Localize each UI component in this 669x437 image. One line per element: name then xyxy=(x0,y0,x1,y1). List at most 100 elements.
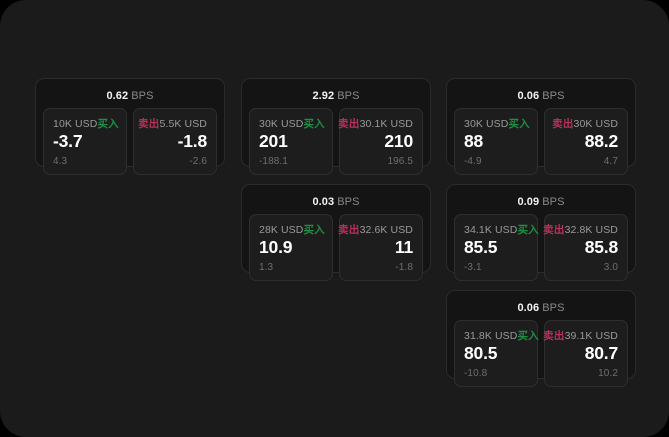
spread-card[interactable]: 0.06 BPS 30K USD 买入 88 -4.9 30K USD 卖出 xyxy=(446,78,636,175)
sell-price: 80.7 xyxy=(584,343,618,363)
buy-action-label: 买入 xyxy=(517,224,539,236)
buy-panel[interactable]: 10K USD 买入 -3.7 4.3 xyxy=(43,108,127,175)
bps-value: 0.62 xyxy=(106,90,129,102)
buy-action-label: 买入 xyxy=(303,224,325,236)
sell-panel-header: 30K USD 卖出 xyxy=(552,116,618,130)
sell-panel[interactable]: 32.6K USD 卖出 11 -1.8 xyxy=(338,214,423,281)
card-header: 2.92 BPS xyxy=(249,86,423,103)
sell-panel-header: 5.5K USD 卖出 xyxy=(138,116,207,130)
buy-action-label: 买入 xyxy=(97,118,119,130)
card-header: 0.62 BPS xyxy=(43,86,217,103)
card-sides: 30K USD 买入 88 -4.9 30K USD 卖出 88.2 4.7 xyxy=(454,108,628,175)
card-sides: 30K USD 买入 201 -188.1 30.1K USD 卖出 210 1… xyxy=(249,108,423,175)
buy-panel-header: 30K USD 买入 xyxy=(464,116,530,130)
sell-size-label: 32.6K USD xyxy=(359,224,413,236)
buy-price: 85.5 xyxy=(464,237,498,257)
buy-panel[interactable]: 31.8K USD 买入 80.5 -10.8 xyxy=(454,320,539,387)
bps-unit: BPS xyxy=(542,196,565,208)
buy-delta: 4.3 xyxy=(53,156,68,167)
sell-action-label: 卖出 xyxy=(552,118,574,130)
sell-panel[interactable]: 32.8K USD 卖出 85.8 3.0 xyxy=(543,214,628,281)
sell-size-label: 30.1K USD xyxy=(359,118,413,130)
buy-delta: 1.3 xyxy=(259,262,274,273)
spread-card[interactable]: 0.09 BPS 34.1K USD 买入 85.5 -3.1 32.8K USD… xyxy=(446,184,636,281)
buy-size-label: 30K USD xyxy=(464,118,509,130)
buy-panel-header: 10K USD 买入 xyxy=(53,116,119,130)
buy-delta: -3.1 xyxy=(464,262,482,273)
card-header: 0.09 BPS xyxy=(454,192,628,209)
buy-size-label: 30K USD xyxy=(259,118,304,130)
buy-delta: -188.1 xyxy=(259,156,288,167)
buy-delta: -4.9 xyxy=(464,156,482,167)
buy-price: 88 xyxy=(464,131,484,151)
bps-value: 0.03 xyxy=(312,196,335,208)
bps-value: 2.92 xyxy=(312,90,335,102)
card-header: 0.06 BPS xyxy=(454,86,628,103)
spread-card[interactable]: 0.06 BPS 31.8K USD 买入 80.5 -10.8 39.1K US… xyxy=(446,290,636,387)
sell-price: 11 xyxy=(394,237,413,257)
spread-card[interactable]: 0.62 BPS 10K USD 买入 -3.7 4.3 5.5K USD 卖出 xyxy=(35,78,225,175)
sell-delta: 4.7 xyxy=(603,156,618,167)
sell-panel[interactable]: 30.1K USD 卖出 210 196.5 xyxy=(338,108,423,175)
sell-panel[interactable]: 39.1K USD 卖出 80.7 10.2 xyxy=(543,320,628,387)
buy-size-label: 28K USD xyxy=(259,224,304,236)
buy-size-label: 34.1K USD xyxy=(464,224,518,236)
sell-size-label: 5.5K USD xyxy=(159,118,207,130)
card-sides: 31.8K USD 买入 80.5 -10.8 39.1K USD 卖出 80.… xyxy=(454,320,628,387)
sell-action-label: 卖出 xyxy=(338,118,360,130)
card-header: 0.03 BPS xyxy=(249,192,423,209)
sell-delta: -1.8 xyxy=(395,262,413,273)
buy-action-label: 买入 xyxy=(508,118,530,130)
buy-panel[interactable]: 34.1K USD 买入 85.5 -3.1 xyxy=(454,214,539,281)
buy-price: 201 xyxy=(259,131,288,151)
buy-price: -3.7 xyxy=(53,131,83,151)
buy-size-label: 31.8K USD xyxy=(464,330,518,342)
sell-action-label: 卖出 xyxy=(338,224,360,236)
buy-panel[interactable]: 30K USD 买入 201 -188.1 xyxy=(249,108,333,175)
card-sides: 28K USD 买入 10.9 1.3 32.6K USD 卖出 11 -1.8 xyxy=(249,214,423,281)
sell-price: 210 xyxy=(384,131,413,151)
sell-panel-header: 30.1K USD 卖出 xyxy=(338,116,413,130)
sell-panel-header: 32.6K USD 卖出 xyxy=(338,222,413,236)
buy-price: 10.9 xyxy=(259,237,293,257)
sell-delta: 10.2 xyxy=(598,368,618,379)
buy-action-label: 买入 xyxy=(303,118,325,130)
buy-panel-header: 31.8K USD 买入 xyxy=(464,328,539,342)
bps-unit: BPS xyxy=(337,90,360,102)
bps-unit: BPS xyxy=(131,90,154,102)
sell-size-label: 32.8K USD xyxy=(564,224,618,236)
buy-panel-header: 34.1K USD 买入 xyxy=(464,222,539,236)
sell-action-label: 卖出 xyxy=(138,118,160,130)
bps-value: 0.06 xyxy=(517,302,540,314)
buy-delta: -10.8 xyxy=(464,368,488,379)
sell-panel[interactable]: 5.5K USD 卖出 -1.8 -2.6 xyxy=(133,108,217,175)
bps-unit: BPS xyxy=(542,302,565,314)
card-sides: 34.1K USD 买入 85.5 -3.1 32.8K USD 卖出 85.8… xyxy=(454,214,628,281)
sell-delta: 3.0 xyxy=(603,262,618,273)
buy-panel[interactable]: 30K USD 买入 88 -4.9 xyxy=(454,108,538,175)
bps-unit: BPS xyxy=(542,90,565,102)
sell-size-label: 39.1K USD xyxy=(564,330,618,342)
sell-action-label: 卖出 xyxy=(543,330,565,342)
sell-price: -1.8 xyxy=(177,131,208,151)
buy-panel-header: 28K USD 买入 xyxy=(259,222,325,236)
sell-panel-header: 39.1K USD 卖出 xyxy=(543,328,618,342)
sell-delta: 196.5 xyxy=(387,156,413,167)
buy-price: 80.5 xyxy=(464,343,498,363)
card-sides: 10K USD 买入 -3.7 4.3 5.5K USD 卖出 -1.8 -2.… xyxy=(43,108,217,175)
spread-card[interactable]: 0.03 BPS 28K USD 买入 10.9 1.3 32.6K USD 卖出 xyxy=(241,184,431,281)
buy-panel-header: 30K USD 买入 xyxy=(259,116,325,130)
card-header: 0.06 BPS xyxy=(454,298,628,315)
bps-value: 0.09 xyxy=(517,196,540,208)
sell-size-label: 30K USD xyxy=(573,118,618,130)
buy-size-label: 10K USD xyxy=(53,118,98,130)
bps-value: 0.06 xyxy=(517,90,540,102)
sell-price: 85.8 xyxy=(584,237,618,257)
sell-panel-header: 32.8K USD 卖出 xyxy=(543,222,618,236)
bps-unit: BPS xyxy=(337,196,360,208)
buy-panel[interactable]: 28K USD 买入 10.9 1.3 xyxy=(249,214,333,281)
sell-panel[interactable]: 30K USD 卖出 88.2 4.7 xyxy=(544,108,628,175)
spread-card[interactable]: 2.92 BPS 30K USD 买入 201 -188.1 30.1K USD … xyxy=(241,78,431,175)
